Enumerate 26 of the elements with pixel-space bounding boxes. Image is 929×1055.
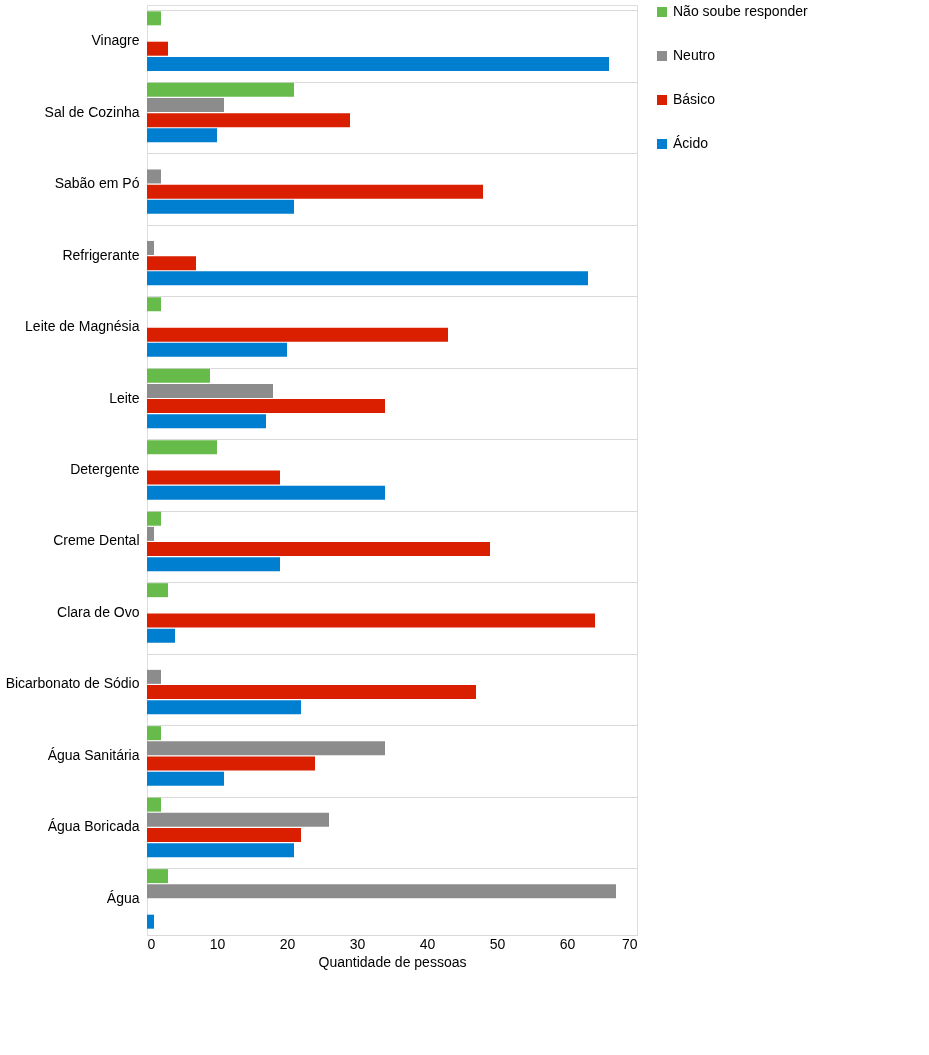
legend-label: Não soube responder <box>673 3 808 19</box>
y-tick-label: Refrigerante <box>62 246 140 263</box>
x-tick-label: 60 <box>559 935 576 952</box>
y-tick-label: Sabão em Pó <box>54 175 140 192</box>
x-axis-title: Quantidade de pessoas <box>318 953 467 970</box>
y-tick-label: Vinagre <box>91 32 140 49</box>
legend-label: Neutro <box>673 47 716 63</box>
y-tick-label: Leite de Magnésia <box>25 318 140 335</box>
y-tick-label: Bicarbonato de Sódio <box>5 675 140 692</box>
x-tick-label: 20 <box>279 935 296 952</box>
x-tick-label: 30 <box>349 935 366 952</box>
y-tick-label: Sal de Cozinha <box>44 103 140 120</box>
x-tick-label: 0 <box>147 935 156 952</box>
y-tick-label: Creme Dental <box>53 532 140 549</box>
x-tick-label: 10 <box>209 935 226 952</box>
legend-label: Básico <box>673 91 716 107</box>
x-tick-label: 70 <box>621 935 638 952</box>
y-tick-label: Detergente <box>70 461 140 477</box>
x-tick-label: 40 <box>419 935 436 952</box>
y-tick-label: Clara de Ovo <box>57 603 140 620</box>
y-tick-label: Água Sanitária <box>47 746 140 763</box>
x-tick-label: 50 <box>489 935 506 952</box>
y-tick-label: Água <box>106 889 140 906</box>
y-tick-label: Leite <box>109 389 140 406</box>
legend-label: Ácido <box>673 135 709 151</box>
y-tick-label: Água Boricada <box>47 818 140 835</box>
